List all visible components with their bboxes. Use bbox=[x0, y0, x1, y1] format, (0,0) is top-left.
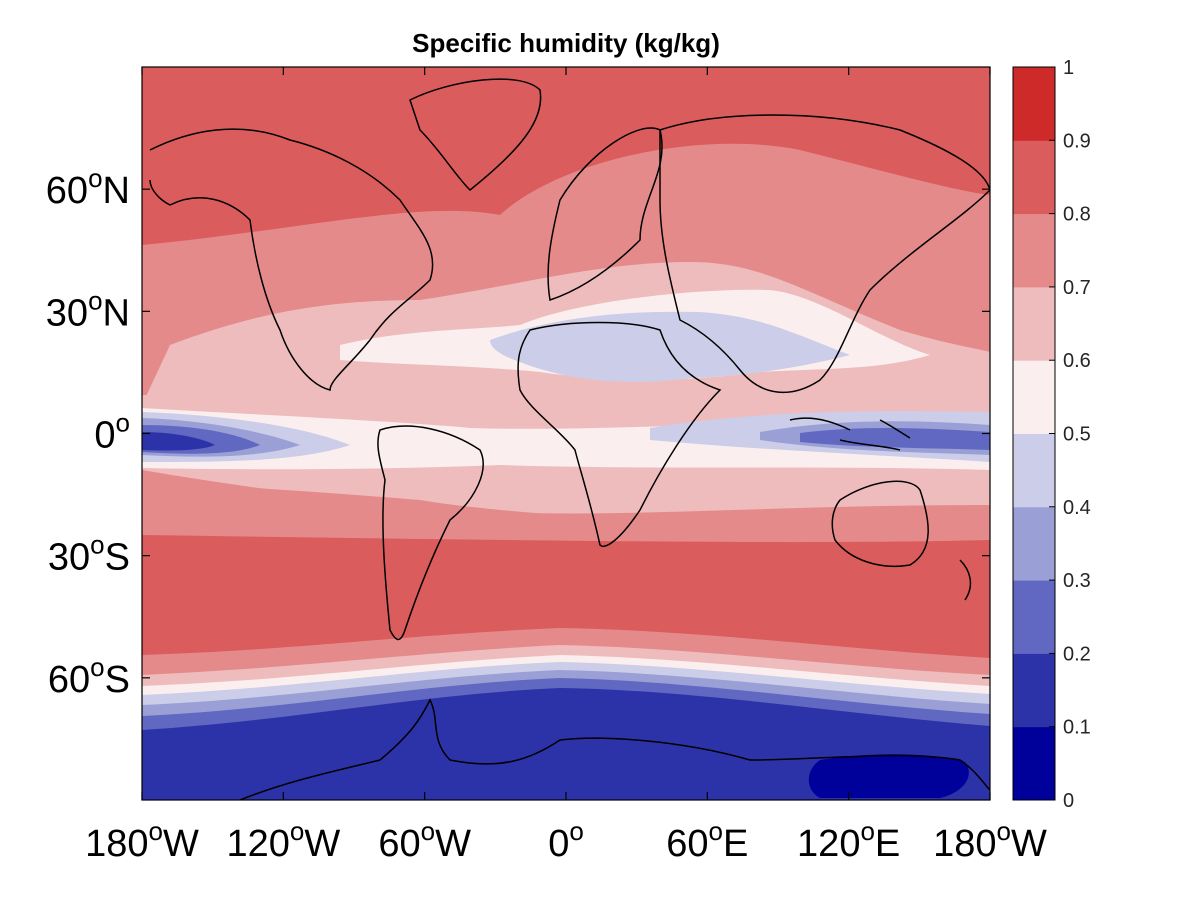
field-band-equatorial-blue bbox=[142, 425, 990, 454]
longitude-label: 60oE bbox=[666, 816, 748, 865]
colorbar-tick-label: 0.5 bbox=[1063, 424, 1091, 446]
colorbar-swatch bbox=[1013, 433, 1055, 508]
colorbar-tick-label: 0.7 bbox=[1063, 277, 1091, 299]
colorbar-labels: 0 0.1 0.2 0.3 0.4 0.5 0.6 0.7 0.8 0.9 1 bbox=[1049, 57, 1091, 812]
colorbar-tick-label: 0.8 bbox=[1063, 204, 1091, 226]
latitude-labels: 60oN 30oN 0o 30oS 60oS bbox=[46, 163, 130, 701]
colorbar-swatch bbox=[1013, 67, 1055, 141]
coastline-new-zealand bbox=[959, 559, 972, 601]
longitude-labels: 180oW 120oW 60oW 0o 60oE 120oE 180oW bbox=[85, 816, 1047, 865]
colorbar-tick-label: 0.9 bbox=[1063, 130, 1091, 152]
longitude-label: 120oW bbox=[226, 816, 340, 865]
humidity-field bbox=[142, 67, 990, 800]
colorbar-swatch bbox=[1013, 360, 1055, 434]
latitude-label: 60oS bbox=[48, 652, 130, 701]
colorbar-swatch bbox=[1013, 286, 1055, 361]
axis-ticks bbox=[141, 67, 991, 800]
colorbar-tick-label: 1 bbox=[1063, 57, 1074, 79]
field-band-antarctic bbox=[142, 688, 990, 800]
colorbar-tick-label: 0.4 bbox=[1063, 497, 1091, 519]
colorbar-tick-label: 0.2 bbox=[1063, 643, 1091, 665]
colorbar: 0 0.1 0.2 0.3 0.4 0.5 0.6 0.7 0.8 0.9 1 bbox=[1012, 57, 1091, 812]
coastline-australia bbox=[831, 480, 929, 567]
coastline-south-america bbox=[377, 425, 484, 641]
colorbar-swatch bbox=[1013, 506, 1055, 581]
colorbar-tick-label: 0.3 bbox=[1063, 570, 1091, 592]
field-band-south-high bbox=[142, 470, 990, 543]
colorbar-swatch bbox=[1013, 580, 1055, 654]
coastline-asia bbox=[659, 114, 990, 394]
latitude-label: 30oN bbox=[46, 285, 130, 334]
latitude-label: 60oN bbox=[46, 163, 130, 212]
colorbar-swatch bbox=[1013, 726, 1055, 801]
coastlines bbox=[149, 78, 990, 800]
colorbar-swatches bbox=[1013, 67, 1055, 801]
colorbar-swatch bbox=[1013, 140, 1055, 215]
coastline-antarctica bbox=[239, 698, 990, 800]
colorbar-swatch bbox=[1013, 653, 1055, 728]
coastline-greenland bbox=[409, 78, 542, 192]
field-band-antarctic-min bbox=[808, 754, 969, 798]
field-band-equatorial-light-blue bbox=[142, 411, 990, 462]
colorbar-tick-label: 0.1 bbox=[1063, 717, 1091, 739]
longitude-label: 60oW bbox=[378, 816, 471, 865]
latitude-label: 30oS bbox=[48, 530, 130, 579]
longitude-label: 120oE bbox=[797, 816, 900, 865]
field-band-sahara-dry bbox=[490, 311, 850, 383]
coastline-europe bbox=[547, 127, 663, 301]
coastline-north-america bbox=[149, 128, 434, 391]
colorbar-swatch bbox=[1013, 213, 1055, 288]
coastline-africa bbox=[517, 321, 722, 547]
colorbar-tick-label: 0.6 bbox=[1063, 350, 1091, 372]
map-title: Specific humidity (kg/kg) bbox=[412, 28, 720, 58]
longitude-label: 180oW bbox=[933, 816, 1047, 865]
field-band-equatorial-deep-blue bbox=[142, 432, 215, 451]
longitude-label: 180oW bbox=[85, 816, 199, 865]
latitude-label: 0o bbox=[94, 408, 130, 457]
colorbar-tick-label: 0 bbox=[1063, 790, 1074, 812]
coastline-indonesia bbox=[789, 417, 911, 451]
longitude-label: 0o bbox=[548, 816, 584, 865]
